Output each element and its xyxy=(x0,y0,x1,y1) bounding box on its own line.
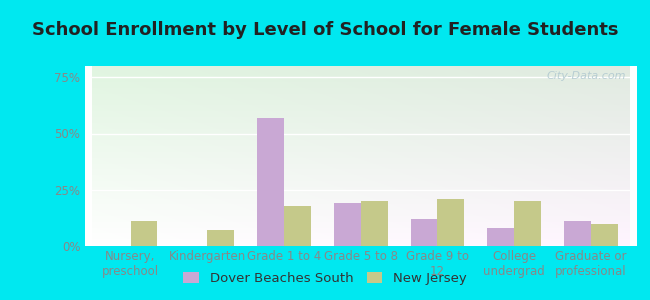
Bar xyxy=(334,203,361,246)
Bar xyxy=(257,118,284,246)
Bar xyxy=(411,219,437,246)
Bar xyxy=(591,224,618,246)
Text: School Enrollment by Level of School for Female Students: School Enrollment by Level of School for… xyxy=(32,21,618,39)
Bar xyxy=(284,206,311,246)
Bar xyxy=(361,201,387,246)
Bar xyxy=(131,221,157,246)
Bar xyxy=(514,201,541,246)
Bar xyxy=(437,199,464,246)
Bar xyxy=(488,228,514,246)
Legend: Dover Beaches South, New Jersey: Dover Beaches South, New Jersey xyxy=(178,267,472,290)
Bar xyxy=(564,221,591,246)
Bar xyxy=(207,230,234,246)
Text: City-Data.com: City-Data.com xyxy=(547,71,626,81)
